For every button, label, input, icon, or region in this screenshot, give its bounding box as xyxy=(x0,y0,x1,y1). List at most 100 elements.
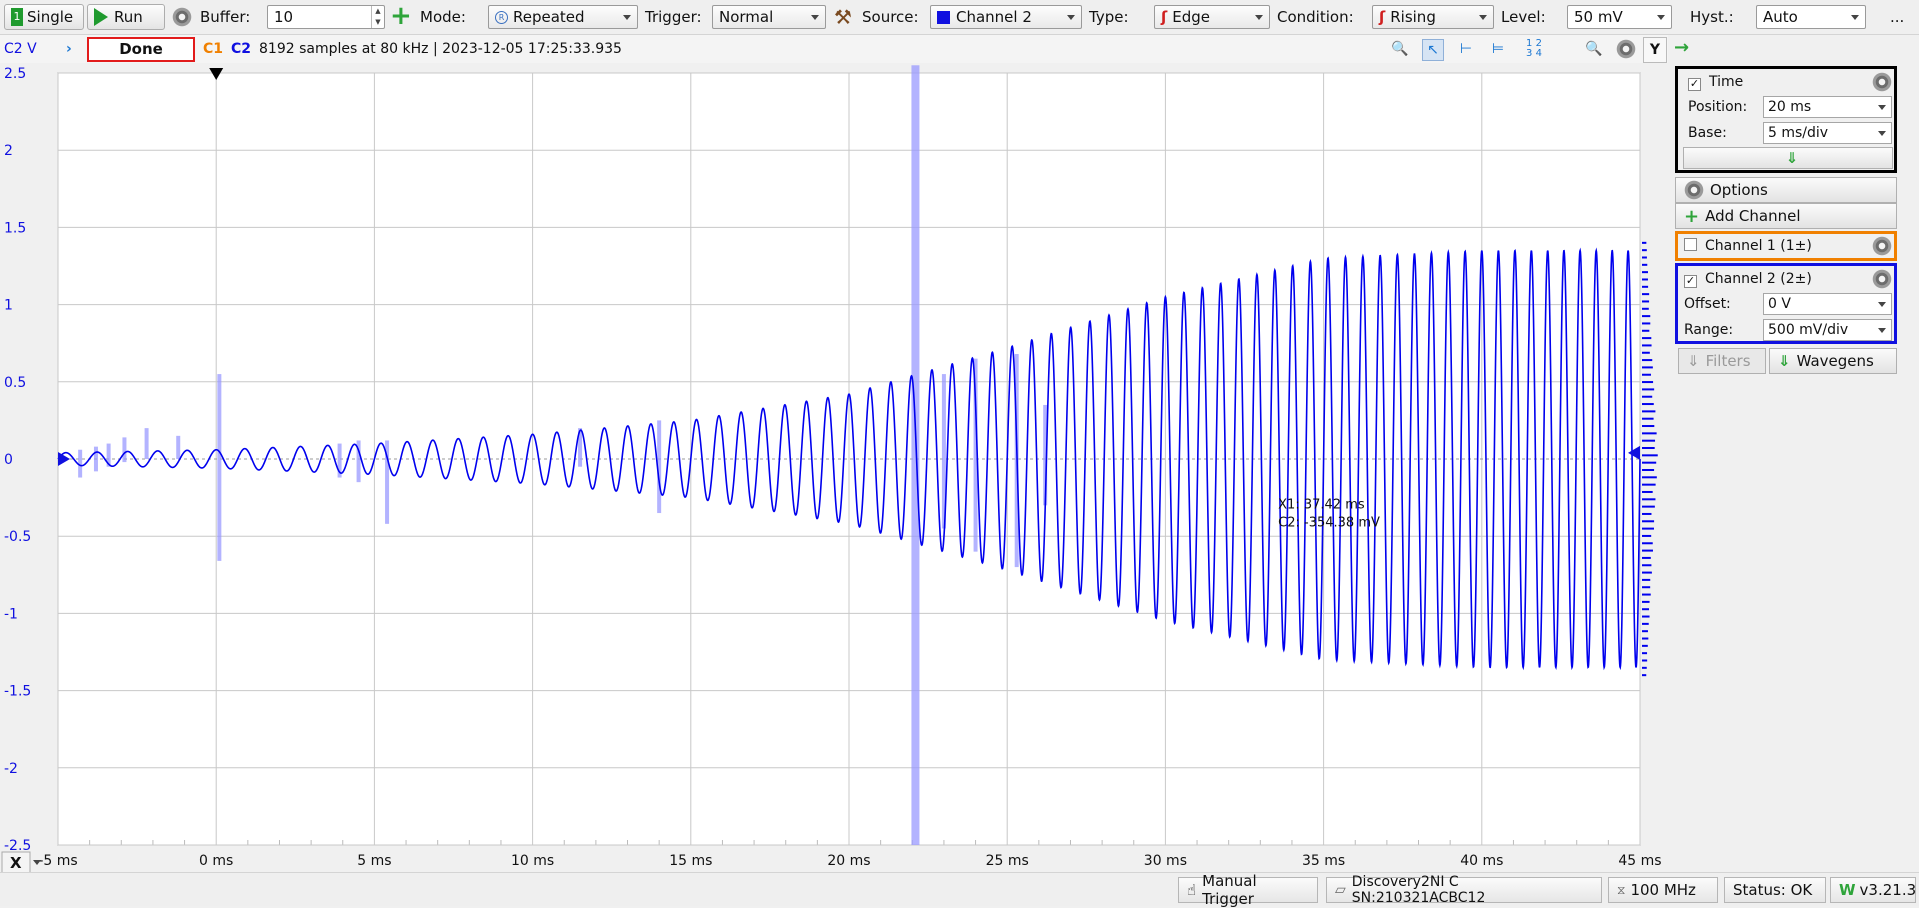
zoom-fit-icon[interactable]: 🔍 xyxy=(1391,41,1409,57)
offset-input[interactable]: 0 V xyxy=(1763,293,1892,315)
time-apply-down-arrow-icon[interactable]: ⇓ xyxy=(1683,147,1893,169)
level-label: Level: xyxy=(1501,8,1546,26)
channel2-panel: ✓ Channel 2 (2±) Offset: 0 V Range: 500 m… xyxy=(1675,263,1897,344)
position-chevron-down-icon xyxy=(1878,105,1886,110)
cursor-horizontal-icon[interactable]: ⊨ xyxy=(1491,41,1505,57)
single-button[interactable]: 1 Single xyxy=(4,4,84,30)
clock-button[interactable]: ⧖ 100 MHz xyxy=(1608,877,1718,903)
add-channel-label: Add Channel xyxy=(1705,207,1801,225)
cursor-vertical-icon[interactable]: ⊢ xyxy=(1459,41,1473,57)
hammer-icon[interactable]: ⚒ xyxy=(834,5,852,29)
buffer-input[interactable]: 10 ▲ ▼ xyxy=(267,5,385,29)
level-input[interactable]: 50 mV xyxy=(1567,5,1672,29)
position-input[interactable]: 20 ms xyxy=(1763,96,1892,118)
c2-indicator[interactable]: C2 xyxy=(231,41,252,57)
wavegens-button[interactable]: ⇓ Wavegens xyxy=(1769,348,1897,374)
options-button[interactable]: Options xyxy=(1675,177,1897,203)
range-input[interactable]: 500 mV/div xyxy=(1763,319,1892,341)
base-input[interactable]: 5 ms/div xyxy=(1763,122,1892,144)
hyst-input[interactable]: Auto xyxy=(1756,5,1866,29)
time-gear-icon[interactable] xyxy=(1872,72,1892,92)
condition-value: Rising xyxy=(1390,8,1436,26)
buffer-spinner[interactable]: ▲ ▼ xyxy=(371,6,384,28)
trigger-position-marker[interactable] xyxy=(209,68,224,80)
expand-arrow-icon[interactable]: › xyxy=(66,41,72,57)
channel2-gear-icon[interactable] xyxy=(1872,269,1892,289)
signal-artifact-bar xyxy=(78,449,83,478)
signal-artifact-bar xyxy=(385,440,390,524)
trigger-select[interactable]: Normal xyxy=(712,5,826,29)
channel2-waveform xyxy=(57,247,1641,671)
y-tick-label: -2 xyxy=(4,761,18,777)
waveforms-logo-icon: W xyxy=(1839,881,1856,899)
mode-label: Mode: xyxy=(420,8,466,26)
channel2-checkbox[interactable]: ✓ xyxy=(1684,274,1697,288)
channel2-color-swatch xyxy=(937,10,950,24)
wavegens-label: Wavegens xyxy=(1796,352,1874,370)
condition-select[interactable]: ʃ Rising xyxy=(1372,5,1494,29)
channel2-offset-marker[interactable] xyxy=(58,452,70,466)
y-tick-label: -1.5 xyxy=(4,684,31,700)
channel1-checkbox[interactable] xyxy=(1684,238,1697,251)
clock-label: 100 MHz xyxy=(1630,881,1696,899)
x-tick-label: 20 ms xyxy=(827,853,870,869)
source-select[interactable]: Channel 2 xyxy=(930,5,1082,29)
c1-indicator[interactable]: C1 xyxy=(203,41,224,57)
signal-artifact-bar xyxy=(144,428,149,459)
x-axis-label: X xyxy=(10,854,22,872)
plot-area[interactable]: -5 ms 0 ms 5 ms 10 ms 15 ms 20 ms 25 ms 30 ms 35… xyxy=(0,63,1668,872)
x-tick-label: 10 ms xyxy=(511,853,554,869)
signal-artifact-bar xyxy=(911,65,920,845)
status-button[interactable]: Status: OK xyxy=(1724,877,1826,903)
x-tick-label: 35 ms xyxy=(1302,853,1345,869)
level-chevron-down-icon xyxy=(1657,15,1665,20)
add-buffer-plus-icon[interactable]: + xyxy=(390,1,412,31)
play-icon xyxy=(94,8,108,26)
signal-artifact-bar xyxy=(1043,404,1048,506)
mode-select[interactable]: R Repeated xyxy=(488,5,638,29)
manual-trigger-button[interactable]: ☝ Manual Trigger xyxy=(1178,872,1318,908)
range-label: Range: xyxy=(1684,322,1734,338)
run-button[interactable]: Run xyxy=(87,4,165,30)
add-channel-button[interactable]: + Add Channel xyxy=(1675,203,1897,229)
add-channel-plus-icon: + xyxy=(1684,205,1700,227)
type-chevron-down-icon xyxy=(1255,15,1263,20)
device-label: Discovery2NI C SN:210321ACBC12 xyxy=(1351,874,1486,906)
more-options-button[interactable]: ... xyxy=(1890,8,1905,26)
channel1-gear-icon[interactable] xyxy=(1872,236,1892,256)
trigger-chevron-down-icon xyxy=(811,15,819,20)
time-checkbox[interactable]: ✓ xyxy=(1688,77,1701,91)
channel1-header[interactable]: Channel 1 (1±) xyxy=(1684,238,1812,254)
signal-artifact-bar xyxy=(122,437,127,463)
options-gear-icon xyxy=(1684,180,1704,200)
type-select[interactable]: ʃ Edge xyxy=(1154,5,1270,29)
pointer-tool-icon[interactable]: ↖ xyxy=(1422,39,1444,61)
panel-toggle-arrow-icon[interactable]: → xyxy=(1674,37,1690,58)
mode-value: Repeated xyxy=(513,8,585,26)
version-button[interactable]: W v3.21.3 xyxy=(1830,877,1916,903)
range-value: 500 mV/div xyxy=(1768,322,1849,338)
signal-artifact-bar xyxy=(941,374,946,529)
zoom-icon[interactable]: 🔍 xyxy=(1585,41,1603,57)
plot-settings-gear-icon[interactable] xyxy=(1616,39,1636,59)
type-label: Type: xyxy=(1089,8,1129,26)
filters-button[interactable]: ⇓ Filters xyxy=(1678,348,1766,374)
run-settings-gear-icon[interactable] xyxy=(172,7,192,27)
level-value: 50 mV xyxy=(1574,8,1623,26)
trigger-level-marker[interactable] xyxy=(1628,445,1640,460)
source-label: Source: xyxy=(862,8,919,26)
signal-artifact-bar xyxy=(973,358,978,552)
x-axis-chevron-down-icon[interactable] xyxy=(33,860,41,865)
x-tick-label: 40 ms xyxy=(1460,853,1503,869)
device-button[interactable]: ▱ Discovery2NI C SN:210321ACBC12 xyxy=(1326,874,1602,906)
y-tick-label: -2.5 xyxy=(4,838,31,854)
signal-artifact-bar xyxy=(93,446,98,472)
y-tick-label: -0.5 xyxy=(4,529,31,545)
channel2-title: Channel 2 (2±) xyxy=(1705,271,1812,287)
y-axis-button[interactable]: Y xyxy=(1643,37,1667,63)
x-axis-button[interactable] xyxy=(1,851,31,872)
time-header[interactable]: ✓ Time xyxy=(1688,74,1743,91)
toolbar: 1 Single Run Buffer: 10 ▲ ▼ + Mode: R Rep… xyxy=(0,0,1919,35)
channel2-header[interactable]: ✓ Channel 2 (2±) xyxy=(1684,271,1812,288)
